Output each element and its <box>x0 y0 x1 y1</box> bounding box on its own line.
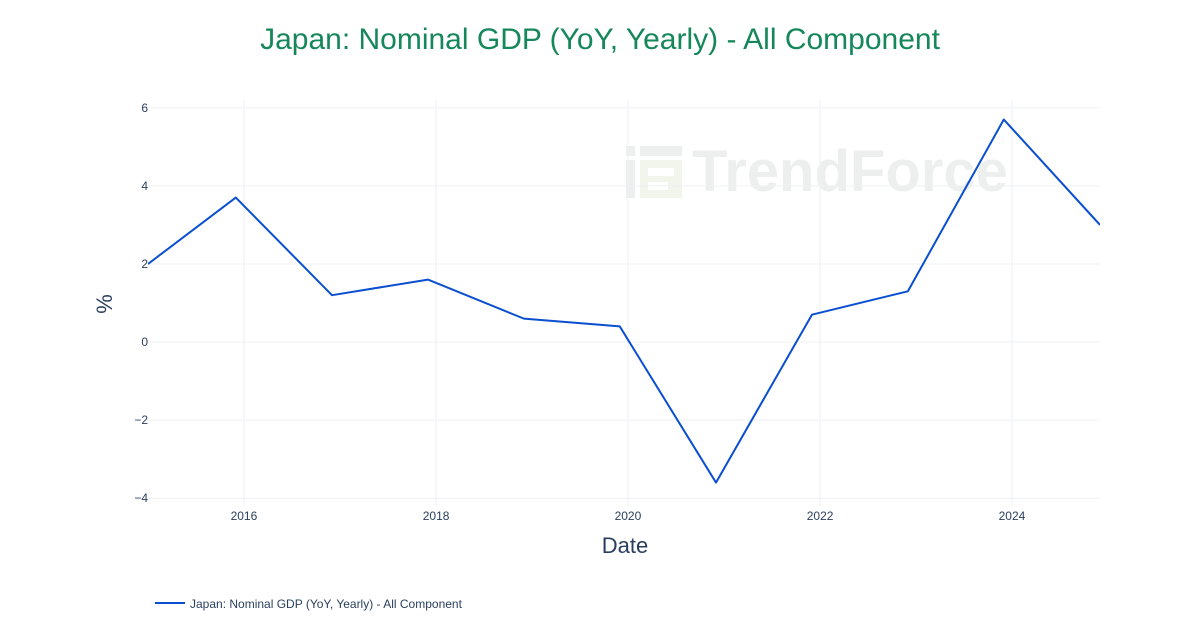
y-axis-title: % <box>92 294 117 314</box>
data-point[interactable] <box>713 480 719 486</box>
y-tick-label: −4 <box>134 491 148 505</box>
svg-text:TrendForce: TrendForce <box>692 139 1008 204</box>
y-tick-label: 2 <box>141 257 148 271</box>
data-point[interactable] <box>233 195 239 201</box>
data-point[interactable] <box>145 261 151 267</box>
data-point[interactable] <box>905 288 911 294</box>
series-line[interactable] <box>148 118 1100 484</box>
data-point[interactable] <box>329 292 335 298</box>
data-point[interactable] <box>617 323 623 329</box>
x-gridlines <box>243 100 1013 506</box>
x-axis-ticks: 2016 2018 2020 2022 2024 <box>231 509 1026 523</box>
x-tick-label: 2016 <box>231 509 258 523</box>
series-layer <box>145 117 1103 486</box>
y-tick-label: 4 <box>141 179 148 193</box>
y-gridlines <box>148 107 1100 499</box>
x-axis-title: Date <box>602 533 648 558</box>
legend-label: Japan: Nominal GDP (YoY, Yearly) - All C… <box>190 597 463 611</box>
data-point[interactable] <box>1001 117 1007 123</box>
data-point[interactable] <box>521 316 527 322</box>
x-tick-label: 2020 <box>615 509 642 523</box>
data-point[interactable] <box>1097 222 1103 228</box>
x-tick-label: 2018 <box>423 509 450 523</box>
legend[interactable]: Japan: Nominal GDP (YoY, Yearly) - All C… <box>155 597 463 611</box>
chart-title: Japan: Nominal GDP (YoY, Yearly) - All C… <box>260 23 940 56</box>
trendforce-watermark-logo: TrendForce <box>626 139 1008 204</box>
y-tick-label: 0 <box>141 335 148 349</box>
data-point[interactable] <box>809 312 815 318</box>
x-tick-label: 2024 <box>999 509 1026 523</box>
y-tick-label: −2 <box>134 413 148 427</box>
data-point[interactable] <box>425 277 431 283</box>
y-axis-ticks: 6 4 2 0 −2 −4 <box>134 101 148 505</box>
x-tick-label: 2022 <box>807 509 834 523</box>
y-tick-label: 6 <box>141 101 148 115</box>
